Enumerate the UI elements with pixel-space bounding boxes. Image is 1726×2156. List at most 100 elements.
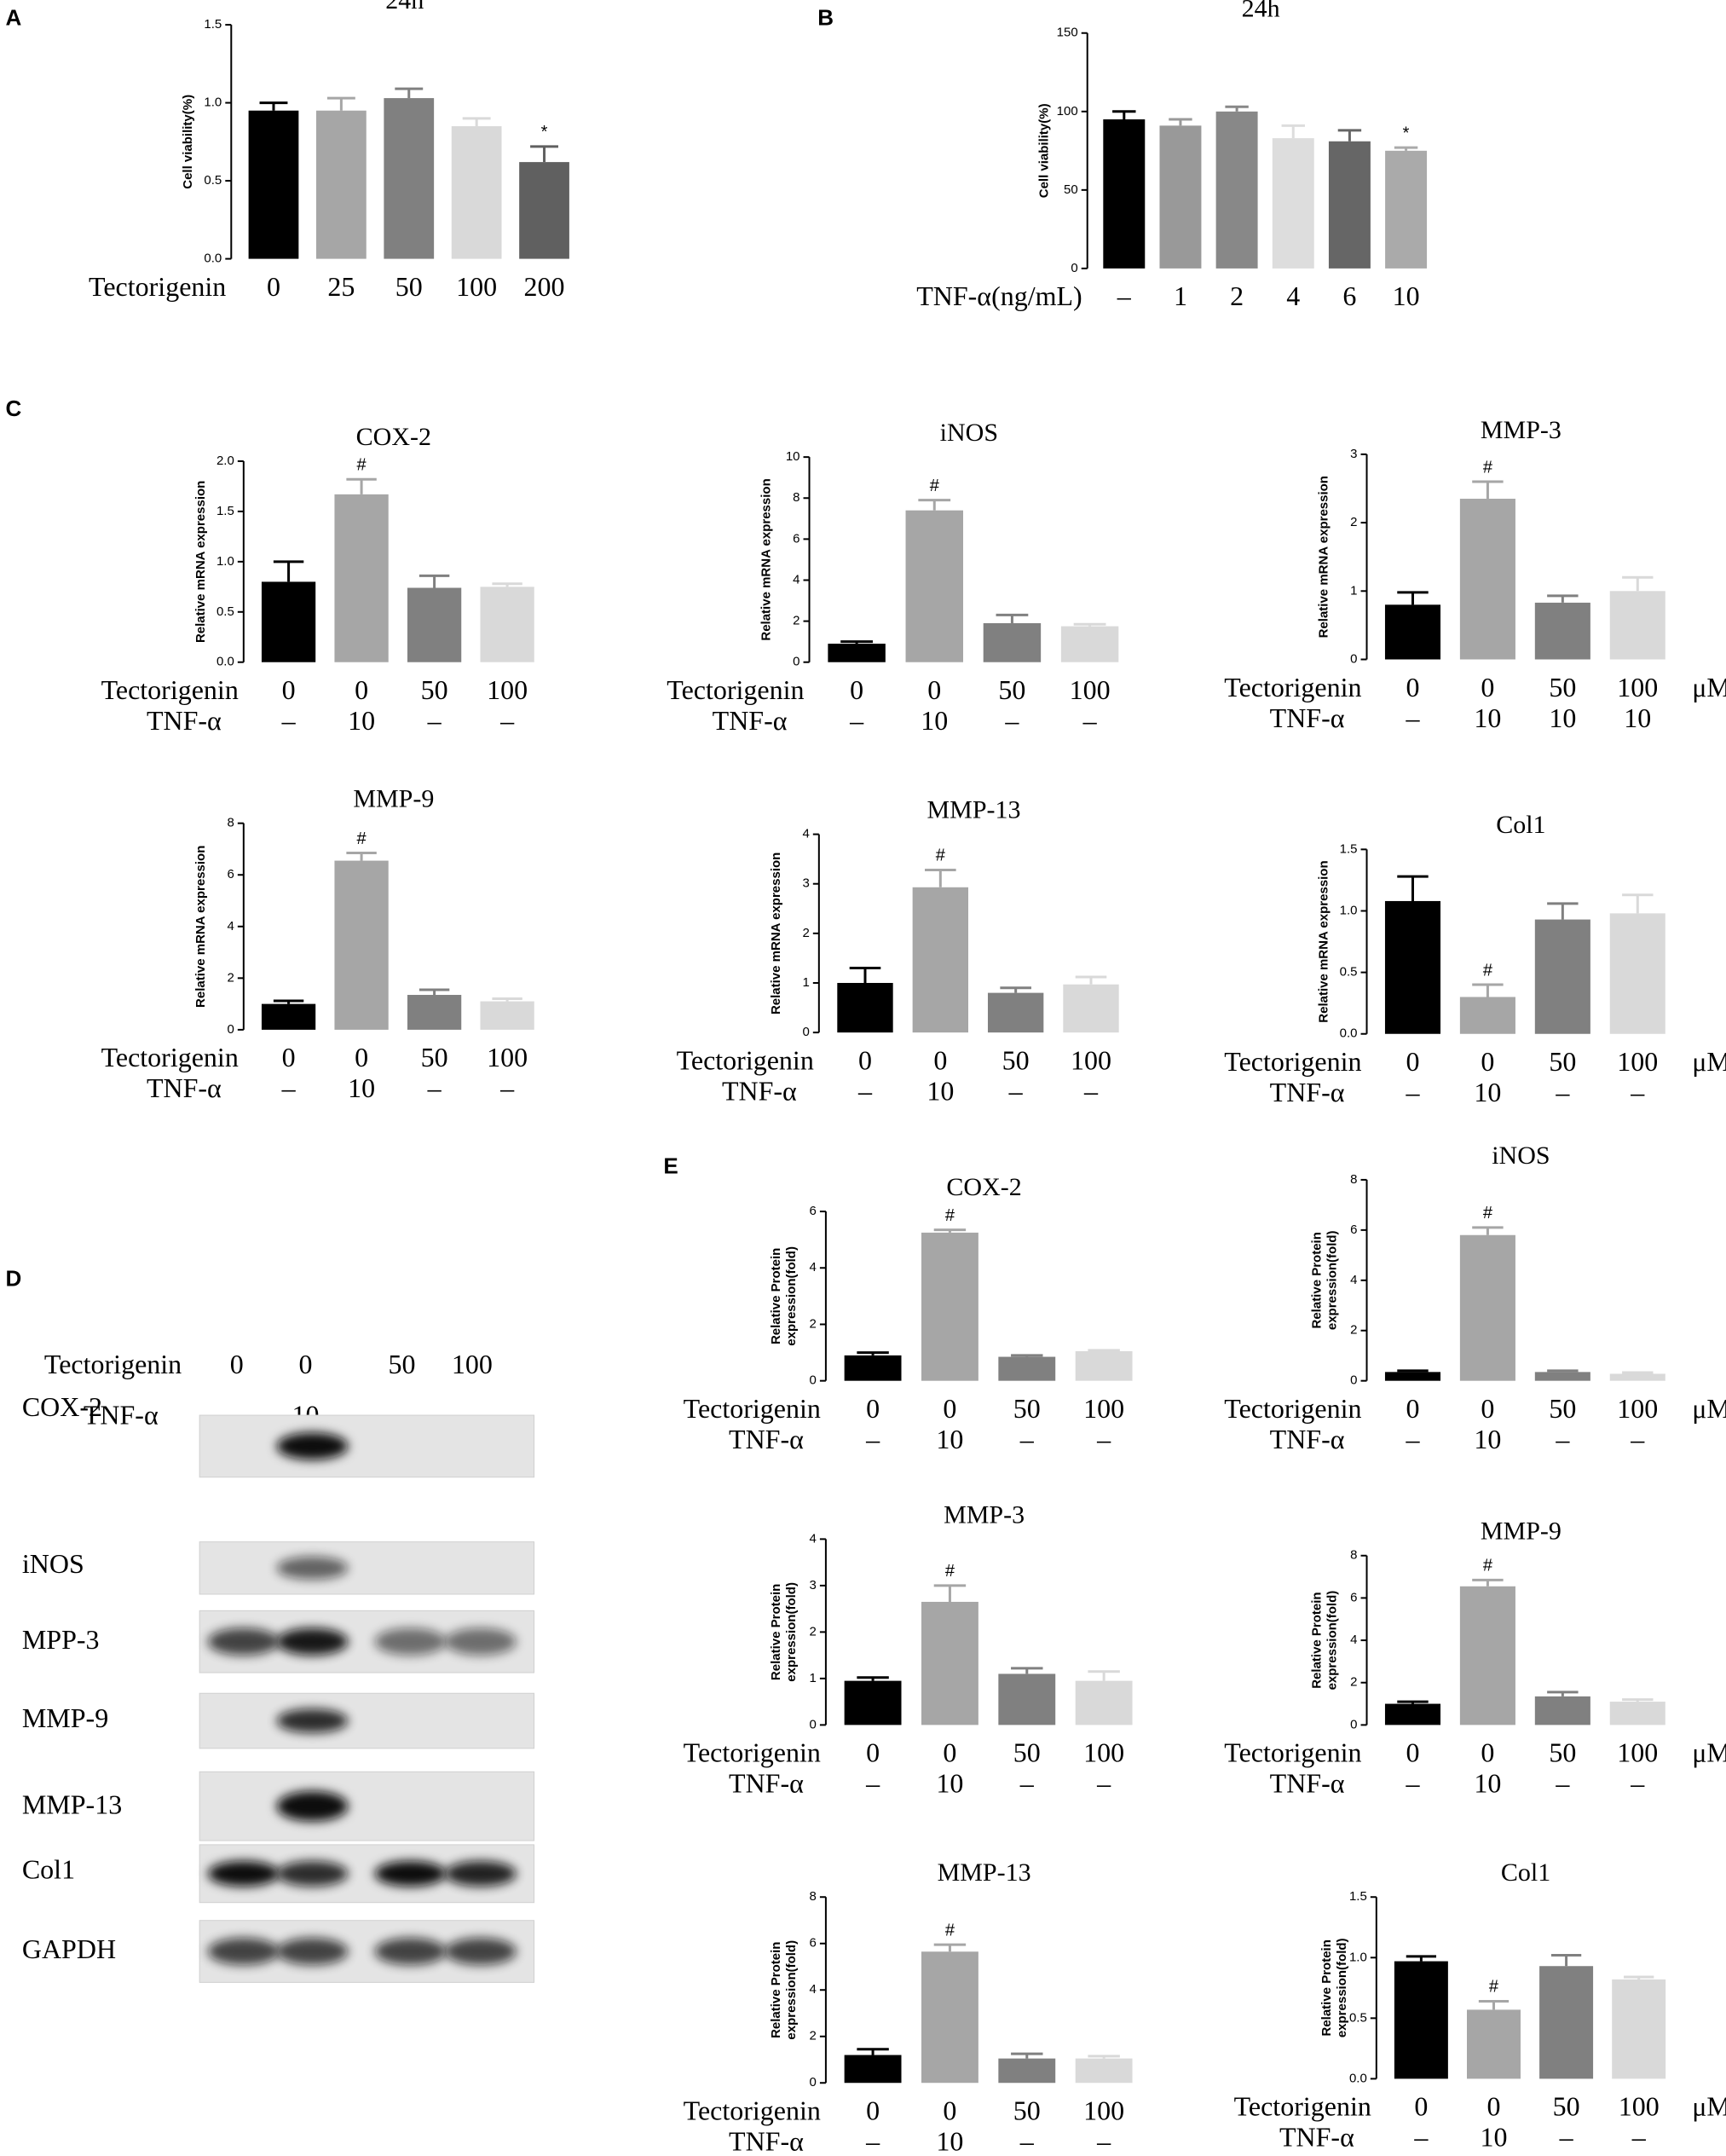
error-bar bbox=[419, 574, 450, 588]
bar bbox=[828, 644, 886, 662]
error-bar bbox=[857, 1351, 889, 1355]
x-tick-label: – bbox=[1555, 1424, 1570, 1454]
error-bar bbox=[1169, 118, 1192, 126]
chart-title: MMP-3 bbox=[944, 1500, 1025, 1529]
y-tick-label: 1.5 bbox=[216, 504, 234, 518]
chart-title: Col1 bbox=[1496, 811, 1545, 839]
x-tick-label: 50 bbox=[1549, 672, 1576, 702]
x-tick-label: 100 bbox=[1617, 1393, 1658, 1424]
x-tick-label: 0 bbox=[1414, 2091, 1428, 2122]
x-tick-label: 10 bbox=[1474, 1077, 1501, 1107]
x-tick-label: 0 bbox=[1481, 672, 1494, 702]
y-tick-label: 1.0 bbox=[1340, 903, 1358, 917]
x-tick-label: 50 bbox=[1013, 2095, 1041, 2126]
x-tick-label: – bbox=[1405, 1077, 1420, 1107]
y-tick-label: 2 bbox=[793, 614, 800, 628]
bar bbox=[407, 995, 462, 1030]
error-bar bbox=[1472, 1226, 1504, 1235]
y-axis-label: Relative Protein bbox=[769, 1248, 783, 1344]
annotation: * bbox=[541, 123, 548, 142]
error-bar bbox=[857, 1676, 889, 1681]
x-tick-label: – bbox=[1630, 1424, 1645, 1454]
x-tick-label: 25 bbox=[327, 271, 355, 302]
y-tick-label: 0.5 bbox=[1349, 2010, 1367, 2025]
y-axis-label: Relative mRNA expression bbox=[193, 846, 208, 1008]
x-tick-label: 0 bbox=[282, 1042, 296, 1072]
x-tick-label: 50 bbox=[1013, 1393, 1041, 1424]
x-tick-label: – bbox=[1019, 1768, 1035, 1799]
x-tick-label: – bbox=[499, 1072, 515, 1103]
bar-chart: MMP-3 0 1 2 3 4 Relative Protein expression(fol… bbox=[684, 1500, 1133, 1799]
lane-row-name: Tectorigenin bbox=[44, 1349, 182, 1379]
x-tick-label: 50 bbox=[1553, 2091, 1580, 2122]
x-tick-label: – bbox=[865, 1424, 880, 1454]
bar bbox=[921, 1601, 978, 1725]
blot-band bbox=[374, 1938, 447, 1966]
bar bbox=[261, 1003, 316, 1030]
y-tick-label: 100 bbox=[1057, 104, 1078, 118]
x-tick-label: – bbox=[427, 705, 442, 736]
x-tick-label: 0 bbox=[1406, 1393, 1419, 1424]
y-tick-label: 6 bbox=[810, 1204, 817, 1218]
annotation: # bbox=[357, 829, 367, 848]
x-tick-label: 50 bbox=[421, 674, 448, 705]
x-tick-label: 0 bbox=[282, 674, 296, 705]
error-bar bbox=[1011, 1667, 1043, 1674]
x-tick-label: – bbox=[1555, 1768, 1570, 1799]
x-tick-label: 200 bbox=[524, 271, 565, 302]
blot-strip bbox=[199, 1414, 535, 1478]
band-label: MPP-3 bbox=[22, 1624, 100, 1655]
bar bbox=[998, 1356, 1056, 1381]
x-tick-label: – bbox=[1082, 705, 1098, 736]
error-bar bbox=[918, 499, 951, 511]
error-bar bbox=[849, 967, 881, 983]
bar bbox=[1075, 2058, 1133, 2084]
annotation: # bbox=[1483, 1204, 1493, 1223]
y-tick-label: 4 bbox=[793, 572, 800, 587]
x-tick-label: 0 bbox=[1406, 1046, 1419, 1077]
chart-title: MMP-9 bbox=[353, 785, 434, 813]
annotation: # bbox=[1483, 1557, 1493, 1575]
y-tick-label: 1 bbox=[810, 1671, 817, 1685]
y-axis-label: Relative mRNA expression bbox=[1316, 476, 1331, 638]
bar bbox=[1063, 984, 1119, 1033]
error-bar bbox=[1281, 124, 1305, 139]
x-tick-label: – bbox=[1630, 1768, 1645, 1799]
error-bar bbox=[259, 101, 288, 111]
error-bar bbox=[1472, 480, 1504, 500]
bar bbox=[921, 1951, 978, 2084]
error-bar bbox=[530, 145, 558, 163]
y-tick-label: 3 bbox=[810, 1578, 817, 1592]
x-tick-label: 0 bbox=[933, 1044, 947, 1075]
bar-chart: iNOS 0 2 4 6 8 10 Relative mRNA expression # Tect… bbox=[667, 419, 1119, 736]
x-row-name: TNF-α bbox=[729, 2126, 804, 2156]
blot-band bbox=[374, 1860, 447, 1887]
chart-title: Col1 bbox=[1501, 1858, 1550, 1887]
bar bbox=[315, 110, 367, 259]
error-bar bbox=[1011, 2052, 1043, 2059]
x-tick-label: 10 bbox=[1480, 2122, 1507, 2153]
blot-strip bbox=[199, 1541, 535, 1595]
blot-band bbox=[276, 1860, 349, 1887]
error-bar bbox=[462, 117, 491, 127]
x-tick-label: 100 bbox=[1617, 1737, 1658, 1768]
bar bbox=[1459, 1234, 1515, 1381]
x-tick-label: – bbox=[1559, 2122, 1574, 2153]
error-bar bbox=[1073, 622, 1106, 627]
x-tick-label: 0 bbox=[858, 1044, 872, 1075]
x-tick-label: 4 bbox=[1286, 280, 1300, 311]
x-row-name: Tectorigenin bbox=[1224, 1737, 1361, 1768]
x-tick-label: 0 bbox=[943, 2095, 956, 2126]
y-tick-label: 1 bbox=[802, 975, 809, 990]
x-tick-label: 10 bbox=[936, 1424, 963, 1454]
x-tick-label: 0 bbox=[1481, 1393, 1494, 1424]
bar bbox=[248, 110, 299, 259]
x-tick-label: 10 bbox=[1474, 702, 1501, 733]
y-axis-label: Relative Protein bbox=[1309, 1592, 1324, 1688]
y-tick-label: 0 bbox=[1350, 1717, 1357, 1731]
bar bbox=[451, 126, 502, 259]
y-tick-label: 0 bbox=[810, 2075, 817, 2090]
chart-title: MMP-13 bbox=[938, 1858, 1031, 1887]
bar bbox=[1272, 138, 1314, 269]
unit-label: μM bbox=[1692, 1737, 1726, 1768]
